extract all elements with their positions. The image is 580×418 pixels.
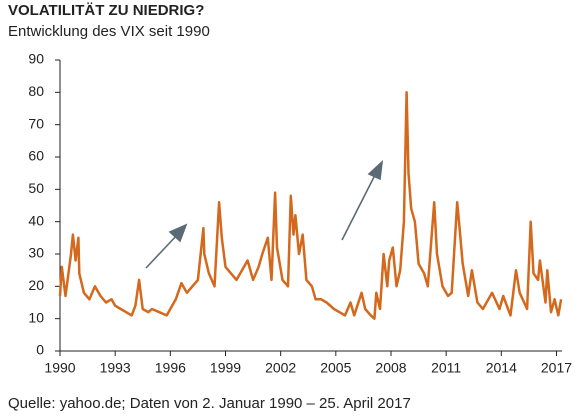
x-tick-label: 2005 [320, 360, 351, 376]
x-tick-label: 2002 [265, 360, 296, 376]
arrow [145, 233, 179, 269]
y-tick-label: 50 [28, 180, 44, 196]
x-tick-label: 2011 [431, 360, 461, 376]
y-tick-label: 10 [28, 309, 44, 325]
y-tick-label: 0 [36, 342, 44, 358]
y-tick-label: 60 [28, 148, 44, 164]
y-tick-label: 70 [28, 115, 44, 131]
arrow-head [168, 223, 188, 243]
chart-title: VOLATILITÄT ZU NIEDRIG? [8, 2, 204, 19]
y-tick-label: 80 [28, 83, 44, 99]
y-tick-label: 40 [28, 212, 44, 228]
x-tick-label: 1996 [155, 360, 186, 376]
y-tick-label: 90 [28, 51, 44, 67]
source-note: Quelle: yahoo.de; Daten von 2. Januar 19… [8, 395, 411, 412]
x-tick-label: 1993 [100, 360, 131, 376]
arrow-head [367, 159, 384, 181]
x-tick-label: 1999 [210, 360, 241, 376]
line-series [58, 91, 563, 320]
chart-subtitle: Entwicklung des VIX seit 1990 [8, 23, 210, 40]
x-tick-label: 2008 [375, 360, 406, 376]
y-tick-label: 30 [28, 245, 44, 261]
x-tick-label: 1990 [44, 360, 75, 376]
y-tick-label: 20 [28, 277, 44, 293]
annotation-arrows [145, 159, 384, 269]
x-tick-label: 2014 [486, 360, 517, 376]
x-tick-label: 2017 [541, 360, 572, 376]
arrow [341, 174, 376, 241]
